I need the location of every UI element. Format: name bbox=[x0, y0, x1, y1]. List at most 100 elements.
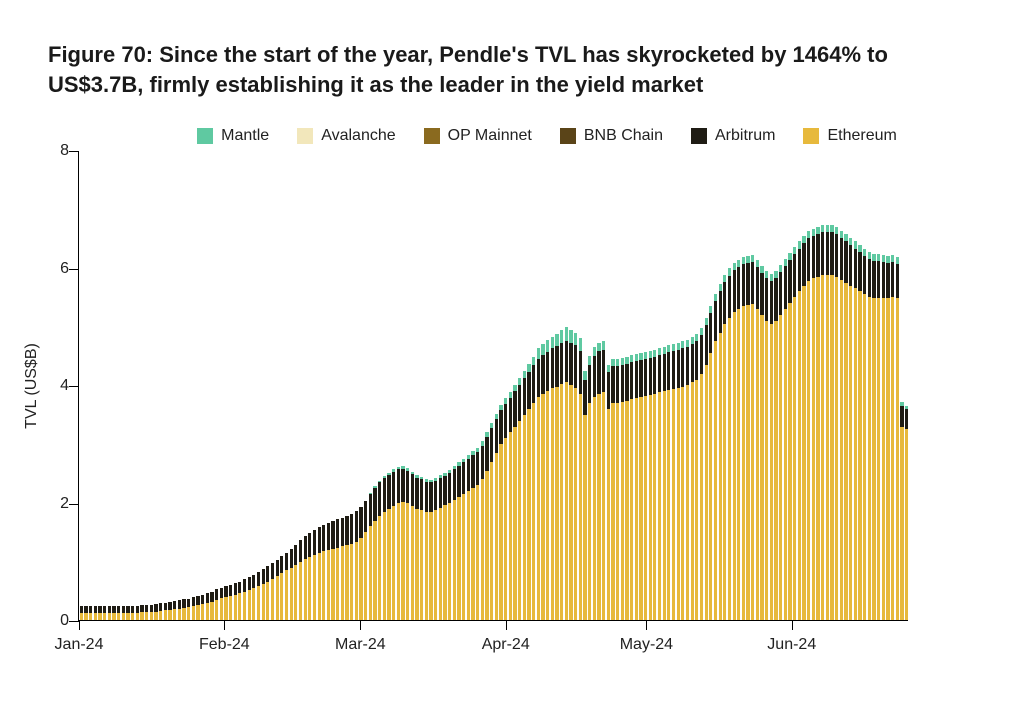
bar-segment bbox=[117, 613, 120, 620]
bar bbox=[313, 530, 316, 620]
bar-segment bbox=[140, 605, 143, 612]
bar bbox=[243, 579, 246, 620]
bar bbox=[709, 306, 712, 620]
bar bbox=[765, 271, 768, 620]
bar-segment bbox=[844, 234, 847, 241]
bar bbox=[397, 467, 400, 620]
bar-segment bbox=[94, 613, 97, 620]
bar-segment bbox=[840, 280, 843, 621]
bar-segment bbox=[630, 362, 633, 399]
bar bbox=[210, 592, 213, 621]
bar bbox=[672, 344, 675, 620]
bar-segment bbox=[840, 238, 843, 280]
bar bbox=[285, 553, 288, 621]
bar bbox=[322, 525, 325, 621]
bar bbox=[625, 357, 628, 621]
bar-segment bbox=[387, 475, 390, 509]
bar bbox=[187, 599, 190, 621]
bar-segment bbox=[201, 595, 204, 604]
bar bbox=[467, 455, 470, 621]
bar-segment bbox=[649, 351, 652, 358]
bar bbox=[178, 600, 181, 620]
plot-area: 02468Jan-24Feb-24Mar-24Apr-24May-24Jun-2… bbox=[78, 151, 908, 621]
bar-segment bbox=[378, 481, 381, 483]
legend-item: Mantle bbox=[197, 127, 269, 145]
bar-segment bbox=[607, 409, 610, 621]
bar-segment bbox=[760, 266, 763, 273]
bar-segment bbox=[499, 410, 502, 444]
bar-segment bbox=[886, 263, 889, 299]
bar-segment bbox=[373, 488, 376, 521]
bar-segment bbox=[415, 478, 418, 509]
bar-segment bbox=[840, 231, 843, 238]
bar bbox=[378, 481, 381, 621]
bar bbox=[858, 245, 861, 620]
bar-segment bbox=[509, 392, 512, 398]
bar-segment bbox=[89, 606, 92, 613]
bar-segment bbox=[719, 291, 722, 332]
bar-segment bbox=[443, 473, 446, 476]
bar-segment bbox=[94, 606, 97, 613]
bar bbox=[308, 533, 311, 620]
bar-segment bbox=[719, 333, 722, 621]
bar-segment bbox=[196, 605, 199, 620]
bar-segment bbox=[574, 333, 577, 346]
bar-segment bbox=[80, 606, 83, 613]
bar-segment bbox=[257, 586, 260, 620]
bar-segment bbox=[224, 597, 227, 621]
bar-segment bbox=[733, 312, 736, 620]
bar-segment bbox=[541, 394, 544, 620]
bar bbox=[495, 414, 498, 621]
y-tick bbox=[69, 621, 79, 622]
bar-segment bbox=[858, 252, 861, 291]
bar bbox=[760, 266, 763, 621]
bar-segment bbox=[635, 354, 638, 361]
bar-segment bbox=[266, 566, 269, 581]
bar-segment bbox=[649, 358, 652, 395]
bar-segment bbox=[523, 378, 526, 414]
bar-segment bbox=[565, 341, 568, 383]
bar-segment bbox=[863, 256, 866, 295]
bar-segment bbox=[471, 451, 474, 455]
bar bbox=[145, 605, 148, 620]
plot-outer: TVL (US$B) 02468Jan-24Feb-24Mar-24Apr-24… bbox=[78, 151, 976, 621]
bar bbox=[401, 466, 404, 620]
bar-segment bbox=[401, 502, 404, 621]
bar-segment bbox=[858, 245, 861, 252]
bar-segment bbox=[322, 551, 325, 620]
bar-segment bbox=[677, 343, 680, 350]
bar-segment bbox=[812, 229, 815, 236]
bar-segment bbox=[495, 453, 498, 620]
legend-item: Ethereum bbox=[803, 127, 896, 145]
bar-segment bbox=[742, 264, 745, 306]
bar-segment bbox=[555, 334, 558, 346]
bar-segment bbox=[164, 603, 167, 611]
bar bbox=[667, 345, 670, 620]
bar-segment bbox=[812, 278, 815, 620]
bar-segment bbox=[905, 429, 908, 620]
bar-segment bbox=[308, 533, 311, 557]
bar-segment bbox=[443, 476, 446, 505]
bar-segment bbox=[523, 371, 526, 379]
legend-item: Avalanche bbox=[297, 127, 395, 145]
bar-segment bbox=[872, 298, 875, 620]
bar bbox=[663, 347, 666, 621]
bar-segment bbox=[854, 288, 857, 620]
bar-segment bbox=[607, 365, 610, 372]
bar-segment bbox=[691, 344, 694, 382]
bar-segment bbox=[653, 394, 656, 621]
bar bbox=[728, 268, 731, 620]
bar-segment bbox=[490, 462, 493, 621]
legend-label: BNB Chain bbox=[584, 127, 663, 145]
bar bbox=[481, 441, 484, 620]
bar bbox=[229, 585, 232, 621]
bar bbox=[607, 365, 610, 620]
bar-segment bbox=[849, 245, 852, 286]
bar bbox=[453, 466, 456, 621]
bar-segment bbox=[826, 275, 829, 620]
bar bbox=[248, 577, 251, 620]
bar-segment bbox=[126, 606, 129, 613]
bar-segment bbox=[392, 472, 395, 506]
bar bbox=[546, 340, 549, 620]
bar bbox=[733, 263, 736, 621]
